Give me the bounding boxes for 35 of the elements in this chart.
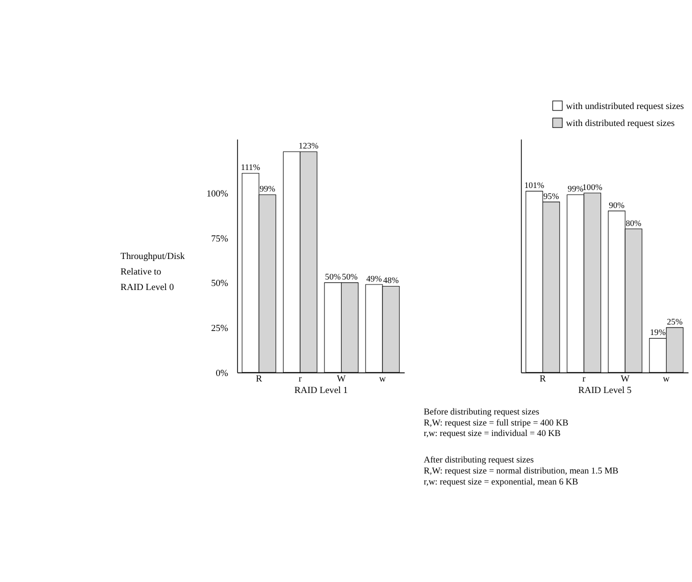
text: After distributing request sizes R,W: request size = normal distribution, mean 1.5 MB r,w: request size = exponential, mean 6 KB	[424, 454, 618, 486]
text: 48%	[383, 275, 399, 286]
text: 90%	[608, 200, 625, 210]
x-tick-label: w	[379, 374, 386, 384]
text: 25%	[666, 316, 683, 326]
text: 50%	[342, 272, 358, 282]
x-tick-label: R	[540, 374, 547, 384]
y-tick-label: 75%	[211, 234, 228, 244]
legend-label: with undistributed request sizes	[566, 102, 684, 112]
text: 99%	[260, 184, 276, 194]
y-tick-label: 0%	[216, 368, 228, 379]
legend-label: with distributed request sizes	[566, 118, 675, 129]
y-tick-label: 25%	[211, 324, 228, 334]
x-axis-title: RAID Level 1	[294, 386, 348, 396]
y-tick-label: 100%	[206, 189, 228, 200]
x-axis-title: RAID Level 5	[578, 386, 632, 396]
text: 80%	[626, 218, 642, 228]
text: 19%	[650, 327, 666, 338]
text: 100%	[582, 182, 602, 192]
text: 49%	[366, 273, 382, 284]
text: Before distributing request sizes R,W: request size = full stripe = 400 KB r,w: request size = individual = 40 KB	[424, 406, 568, 438]
text: 111%	[240, 162, 260, 172]
text: 101%	[524, 180, 544, 190]
text: 99%	[568, 184, 584, 194]
text: 123%	[298, 140, 319, 151]
x-tick-label: W	[620, 374, 630, 384]
x-tick-label: r	[298, 374, 303, 384]
x-tick-label: W	[336, 374, 346, 384]
text: 95%	[543, 190, 560, 201]
text: 50%	[325, 272, 341, 282]
x-tick-label: r	[582, 374, 586, 384]
x-tick-label: R	[256, 374, 263, 384]
x-tick-label: w	[662, 374, 670, 384]
y-tick-label: 50%	[211, 279, 228, 290]
y-axis-title: Throughput/Disk Relative to RAID Level 0	[120, 252, 186, 293]
